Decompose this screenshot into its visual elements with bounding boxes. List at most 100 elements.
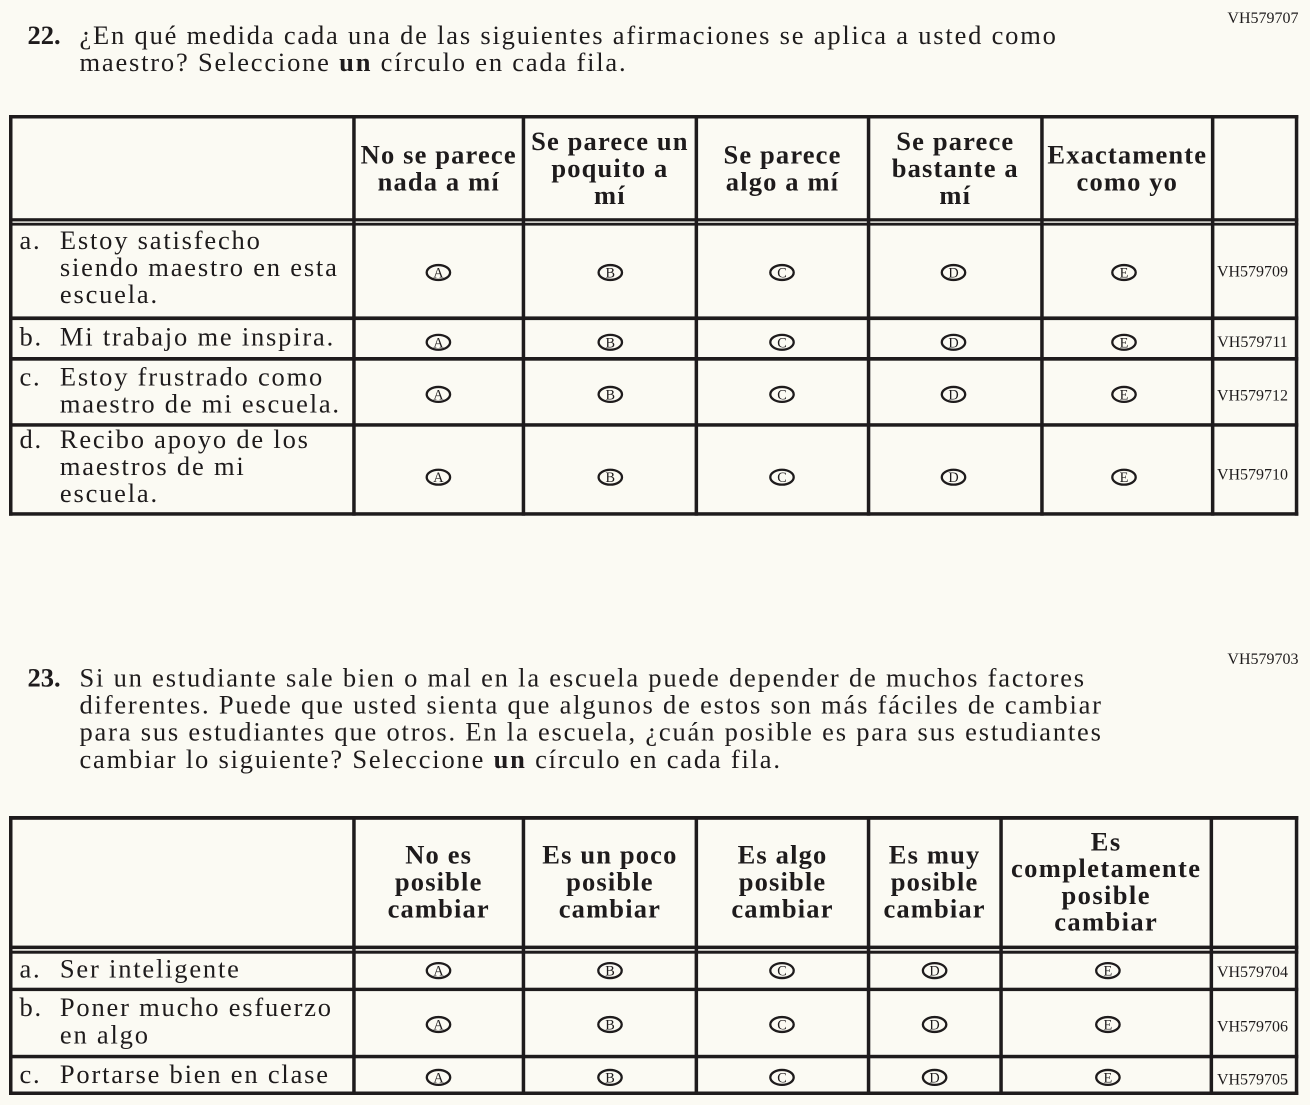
svg-text:escuela.: escuela. <box>60 279 159 309</box>
svg-text:A: A <box>433 335 444 351</box>
svg-text:Poner mucho esfuerzo: Poner mucho esfuerzo <box>60 992 333 1022</box>
svg-text:A: A <box>433 266 444 282</box>
svg-text:diferentes. Puede que usted si: diferentes. Puede que usted sienta que a… <box>80 690 1103 720</box>
svg-text:Estoy satisfecho: Estoy satisfecho <box>60 225 262 255</box>
svg-text:maestro? Seleccione un círculo: maestro? Seleccione un círculo en cada f… <box>80 47 628 77</box>
svg-text:bastante a: bastante a <box>892 153 1019 183</box>
svg-text:posible: posible <box>395 867 483 897</box>
svg-text:posible: posible <box>566 867 654 897</box>
svg-text:B: B <box>605 1070 615 1086</box>
svg-text:VH579711: VH579711 <box>1217 334 1288 351</box>
svg-text:escuela.: escuela. <box>60 478 159 508</box>
svg-text:B: B <box>605 1018 615 1034</box>
svg-text:VH579703: VH579703 <box>1227 651 1298 668</box>
svg-text:B: B <box>605 964 615 980</box>
svg-text:VH579706: VH579706 <box>1217 1018 1288 1035</box>
svg-text:No se parece: No se parece <box>361 140 517 170</box>
svg-text:Es muy: Es muy <box>889 840 981 870</box>
svg-text:c.: c. <box>20 1059 42 1089</box>
svg-text:posible: posible <box>1062 880 1151 910</box>
svg-text:posible: posible <box>739 867 827 897</box>
svg-text:Es: Es <box>1091 826 1122 856</box>
svg-text:D: D <box>948 470 958 486</box>
svg-text:E: E <box>1104 1018 1113 1034</box>
svg-text:c.: c. <box>20 362 42 392</box>
svg-text:cambiar: cambiar <box>731 894 833 924</box>
svg-text:Es algo: Es algo <box>738 840 828 870</box>
svg-text:Exactamente: Exactamente <box>1047 140 1207 170</box>
svg-text:C: C <box>777 1018 787 1034</box>
svg-text:poquito a: poquito a <box>551 153 668 183</box>
svg-text:VH579709: VH579709 <box>1217 263 1288 280</box>
svg-text:D: D <box>948 335 958 351</box>
svg-text:posible: posible <box>891 867 979 897</box>
svg-text:E: E <box>1120 387 1129 403</box>
svg-text:nada a mí: nada a mí <box>378 167 500 197</box>
svg-text:cambiar: cambiar <box>559 894 661 924</box>
svg-text:No es: No es <box>405 840 472 870</box>
svg-text:A: A <box>433 964 444 980</box>
svg-text:D: D <box>948 387 958 403</box>
svg-text:B: B <box>606 266 616 282</box>
svg-text:VH579710: VH579710 <box>1217 467 1288 484</box>
svg-text:Se parece: Se parece <box>723 140 841 170</box>
svg-text:Se parece: Se parece <box>896 126 1014 156</box>
svg-text:VH579704: VH579704 <box>1217 964 1288 981</box>
svg-text:como yo: como yo <box>1077 167 1179 197</box>
svg-text:23.: 23. <box>28 662 61 692</box>
svg-text:VH579705: VH579705 <box>1217 1072 1288 1089</box>
svg-text:E: E <box>1120 335 1129 351</box>
svg-text:A: A <box>433 387 444 403</box>
svg-text:cambiar: cambiar <box>883 894 985 924</box>
svg-text:C: C <box>777 387 787 403</box>
svg-text:cambiar: cambiar <box>1054 907 1158 937</box>
svg-text:para sus estudiantes que otros: para sus estudiantes que otros. En la es… <box>80 717 1103 747</box>
svg-text:b.: b. <box>20 992 43 1022</box>
svg-text:22.: 22. <box>28 20 61 50</box>
svg-text:C: C <box>777 266 787 282</box>
svg-text:maestro de mi escuela.: maestro de mi escuela. <box>60 389 341 419</box>
svg-text:E: E <box>1120 470 1129 486</box>
svg-text:a.: a. <box>20 225 42 255</box>
svg-text:D: D <box>929 1070 939 1086</box>
svg-text:B: B <box>606 335 616 351</box>
svg-text:D: D <box>929 1018 939 1034</box>
svg-text:Ser inteligente: Ser inteligente <box>60 953 241 983</box>
svg-text:Es un poco: Es un poco <box>542 840 677 870</box>
svg-text:E: E <box>1104 964 1113 980</box>
svg-text:C: C <box>777 470 787 486</box>
svg-text:d.: d. <box>20 424 43 454</box>
svg-text:Estoy frustrado como: Estoy frustrado como <box>60 362 324 392</box>
svg-text:A: A <box>433 1018 444 1034</box>
svg-text:b.: b. <box>20 321 43 351</box>
svg-text:C: C <box>777 964 787 980</box>
svg-text:Si un estudiante sale bien o m: Si un estudiante sale bien o mal en la e… <box>80 662 1086 692</box>
svg-text:cambiar lo siguiente? Seleccio: cambiar lo siguiente? Seleccione un círc… <box>80 744 782 774</box>
svg-text:VH579707: VH579707 <box>1227 10 1298 27</box>
svg-text:Se parece un: Se parece un <box>531 126 689 156</box>
svg-text:mí: mí <box>594 180 626 210</box>
svg-text:B: B <box>606 387 616 403</box>
svg-text:Recibo apoyo de los: Recibo apoyo de los <box>60 424 310 454</box>
svg-text:mí: mí <box>939 180 971 210</box>
svg-text:Mi trabajo me inspira.: Mi trabajo me inspira. <box>60 321 335 351</box>
svg-text:E: E <box>1120 266 1129 282</box>
svg-text:cambiar: cambiar <box>388 894 490 924</box>
svg-text:E: E <box>1104 1070 1113 1086</box>
svg-text:¿En qué medida cada una de las: ¿En qué medida cada una de las siguiente… <box>80 20 1058 50</box>
svg-text:A: A <box>433 470 444 486</box>
svg-text:Portarse bien en clase: Portarse bien en clase <box>60 1059 330 1089</box>
svg-text:en algo: en algo <box>60 1019 150 1049</box>
svg-text:maestros de mi: maestros de mi <box>60 451 246 481</box>
svg-text:A: A <box>433 1070 444 1086</box>
svg-text:a.: a. <box>20 953 42 983</box>
svg-text:B: B <box>606 470 616 486</box>
svg-text:siendo maestro en esta: siendo maestro en esta <box>60 252 339 282</box>
svg-text:D: D <box>948 266 958 282</box>
svg-text:C: C <box>777 335 787 351</box>
svg-text:completamente: completamente <box>1011 853 1201 883</box>
svg-text:D: D <box>929 964 939 980</box>
svg-text:VH579712: VH579712 <box>1217 387 1288 404</box>
svg-text:algo a mí: algo a mí <box>726 167 839 197</box>
svg-text:C: C <box>777 1070 787 1086</box>
